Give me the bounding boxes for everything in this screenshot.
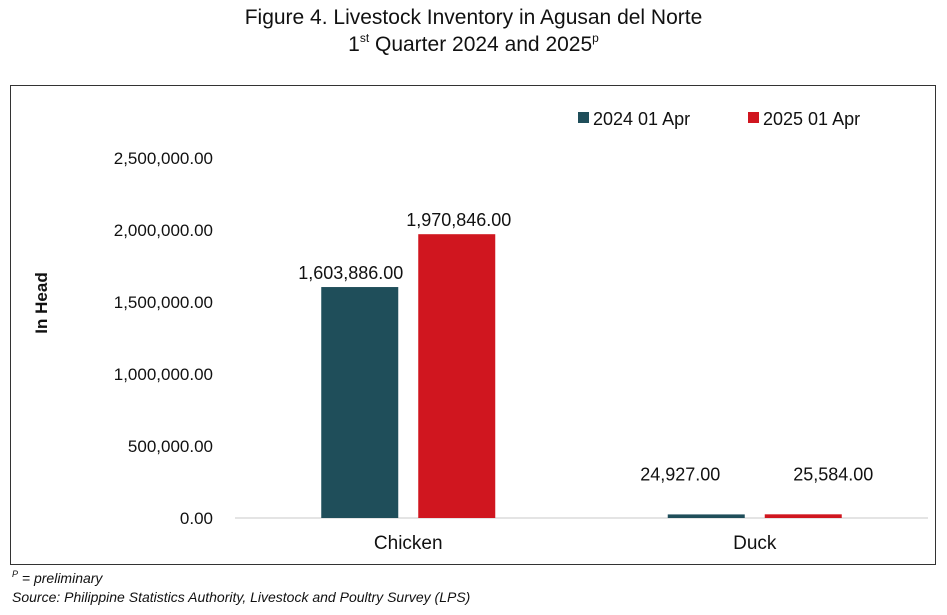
chart-frame [10,85,936,565]
title-line-2-sup: st [359,31,370,45]
title-line-2-pre: 1 [348,33,360,56]
y-tick-label: 2,500,000.00 [114,149,213,168]
y-axis-label: In Head [32,272,51,333]
preliminary-note-sup: P [12,569,19,579]
bar-chicken-2025 [418,234,496,518]
data-label: 1,970,846.00 [406,210,511,230]
y-tick-label: 1,000,000.00 [114,365,213,384]
bar-duck-2025 [764,514,842,518]
y-tick-label: 0.00 [180,509,213,528]
legend-swatch [578,112,589,123]
source-note: Source: Philippine Statistics Authority,… [12,589,471,605]
legend-swatch [748,112,759,123]
title-line-2-mid: Quarter 2024 and 2025 [369,33,593,56]
title-line-1: Figure 4. Livestock Inventory in Agusan … [244,6,703,29]
preliminary-note-text: = preliminary [18,570,103,586]
data-label: 24,927.00 [640,464,720,484]
y-tick-label: 1,500,000.00 [114,293,213,312]
y-tick-label: 500,000.00 [128,437,213,456]
preliminary-note: P = preliminary [12,569,103,587]
title-line-2: 1st Quarter 2024 and 2025p [0,31,947,58]
y-tick-label: 2,000,000.00 [114,221,213,240]
chart-title: Figure 4. Livestock Inventory in Agusan … [0,4,947,58]
title-line-2-sup2: p [592,31,599,45]
legend-label: 2024 01 Apr [593,109,690,129]
legend-label: 2025 01 Apr [763,109,860,129]
data-label: 25,584.00 [793,464,873,484]
bar-chicken-2024 [321,287,399,518]
bar-duck-2024 [667,514,745,518]
data-label: 1,603,886.00 [298,263,403,283]
x-tick-label: Duck [733,533,777,554]
x-tick-label: Chicken [374,533,443,554]
